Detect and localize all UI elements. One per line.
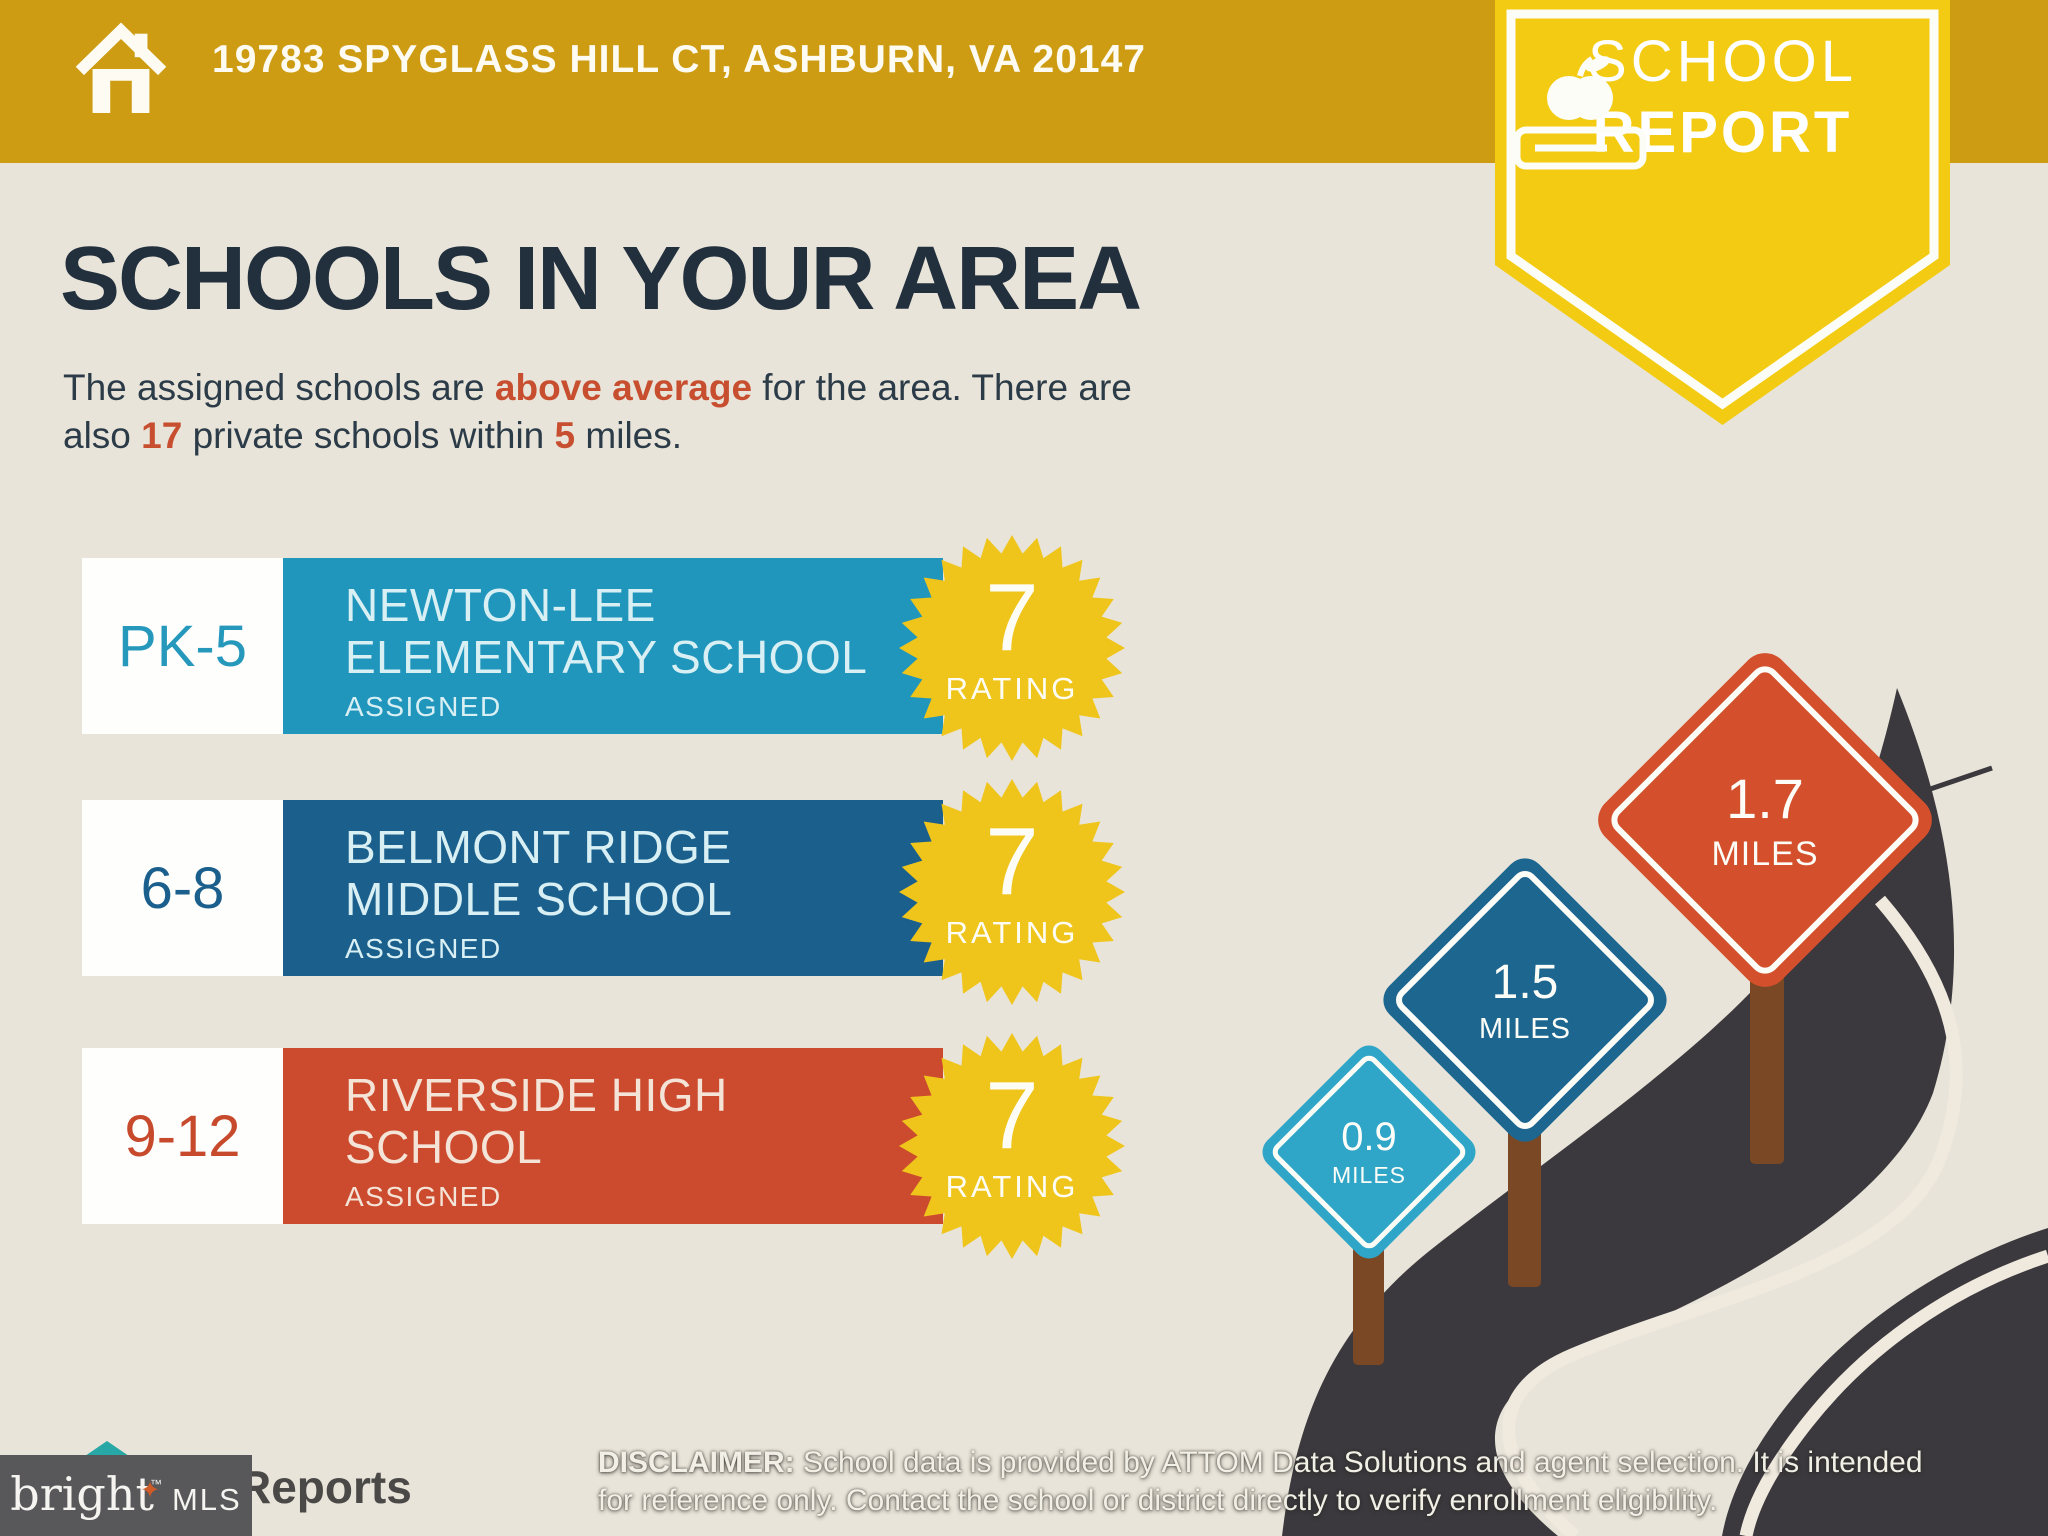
distance-unit: MILES <box>1478 1012 1572 1045</box>
intro-text: The assigned schools are above average f… <box>63 364 1132 460</box>
highlight-radius-miles: 5 <box>554 415 576 457</box>
home-icon <box>75 22 167 114</box>
rating-caption: RATING <box>945 1169 1079 1205</box>
bright-wordmark: bright <box>10 1466 154 1521</box>
distance-sign-17-miles: 1.7 MILES <box>1588 643 1942 997</box>
rating-starburst: 7 RATING <box>892 1026 1132 1266</box>
rating-starburst: 7 RATING <box>892 528 1132 768</box>
assignment-status: ASSIGNED <box>345 933 502 965</box>
school-row-elementary: PK-5 NEWTON-LEE ELEMENTARY SCHOOL ASSIGN… <box>82 535 1182 761</box>
distance-unit: MILES <box>1331 1162 1407 1188</box>
school-report-pennant: SCHOOL REPORT <box>1495 0 1950 428</box>
disclaimer-label: DISCLAIMER: <box>598 1446 795 1479</box>
assignment-status: ASSIGNED <box>345 1181 502 1213</box>
school-row-middle: 6-8 BELMONT RIDGE MIDDLE SCHOOL ASSIGNED… <box>82 779 1182 1005</box>
page-title: SCHOOLS IN YOUR AREA <box>60 229 1142 329</box>
reports-logo-partial-text: Reports <box>238 1461 412 1513</box>
intro-line2: also 17 private schools within 5 miles. <box>63 415 683 457</box>
school-name: RIVERSIDE HIGH SCHOOL <box>345 1069 728 1173</box>
school-name: NEWTON-LEE ELEMENTARY SCHOOL <box>345 579 868 683</box>
rating-value: 7 <box>985 807 1039 915</box>
bright-mls-logo: bright✦™ MLS <box>0 1455 252 1536</box>
trademark-symbol: ™ <box>149 1476 162 1491</box>
road-lower-leg <box>1722 1228 2048 1536</box>
road-upper-leg <box>1282 688 1955 1536</box>
property-address: 19783 SPYGLASS HILL CT, ASHBURN, VA 2014… <box>212 38 1146 81</box>
disclaimer-line1: DISCLAIMER: School data is provided by A… <box>598 1446 1923 1479</box>
distance-value: 0.9 <box>1341 1115 1397 1159</box>
disclaimer-line2: for reference only. Contact the school o… <box>598 1483 1718 1517</box>
school-bar: NEWTON-LEE ELEMENTARY SCHOOL ASSIGNED <box>283 558 943 734</box>
rating-value: 7 <box>985 563 1039 671</box>
intro-line1: The assigned schools are above average f… <box>63 367 1132 408</box>
highlight-private-school-count: 17 <box>141 415 183 457</box>
disclaimer-text: DISCLAIMER: School data is provided by A… <box>598 1444 1923 1519</box>
grade-range-badge: 6-8 <box>82 800 283 976</box>
rating-caption: RATING <box>945 915 1079 951</box>
road-edge-line-upper <box>1502 895 1963 1536</box>
road-edge-line-lower <box>1739 1249 2048 1536</box>
rating-starburst: 7 RATING <box>892 772 1132 1012</box>
highlight-above-average: above average <box>494 367 753 408</box>
school-bar: RIVERSIDE HIGH SCHOOL ASSIGNED <box>283 1048 943 1224</box>
reports-logo-roof-icon <box>85 1441 129 1456</box>
pennant-title-line1: SCHOOL <box>1588 29 1857 94</box>
apple-on-book-icon <box>1513 56 1647 170</box>
school-row-high: 9-12 RIVERSIDE HIGH SCHOOL ASSIGNED 7 RA… <box>82 1033 1182 1259</box>
signpost-17 <box>1750 952 1784 1164</box>
distance-sign-15-miles: 1.5 MILES <box>1375 850 1675 1150</box>
grade-range-badge: 9-12 <box>82 1048 283 1224</box>
rating-value: 7 <box>985 1061 1039 1169</box>
school-bar: BELMONT RIDGE MIDDLE SCHOOL ASSIGNED <box>283 800 943 976</box>
mls-wordmark: MLS <box>171 1481 242 1517</box>
distance-value: 1.7 <box>1726 767 1804 830</box>
school-name: BELMONT RIDGE MIDDLE SCHOOL <box>345 821 733 925</box>
assignment-status: ASSIGNED <box>345 691 502 723</box>
distance-value: 1.5 <box>1491 955 1559 1009</box>
rating-caption: RATING <box>945 671 1079 707</box>
distance-unit: MILES <box>1711 835 1819 873</box>
grade-range-badge: PK-5 <box>82 558 283 734</box>
